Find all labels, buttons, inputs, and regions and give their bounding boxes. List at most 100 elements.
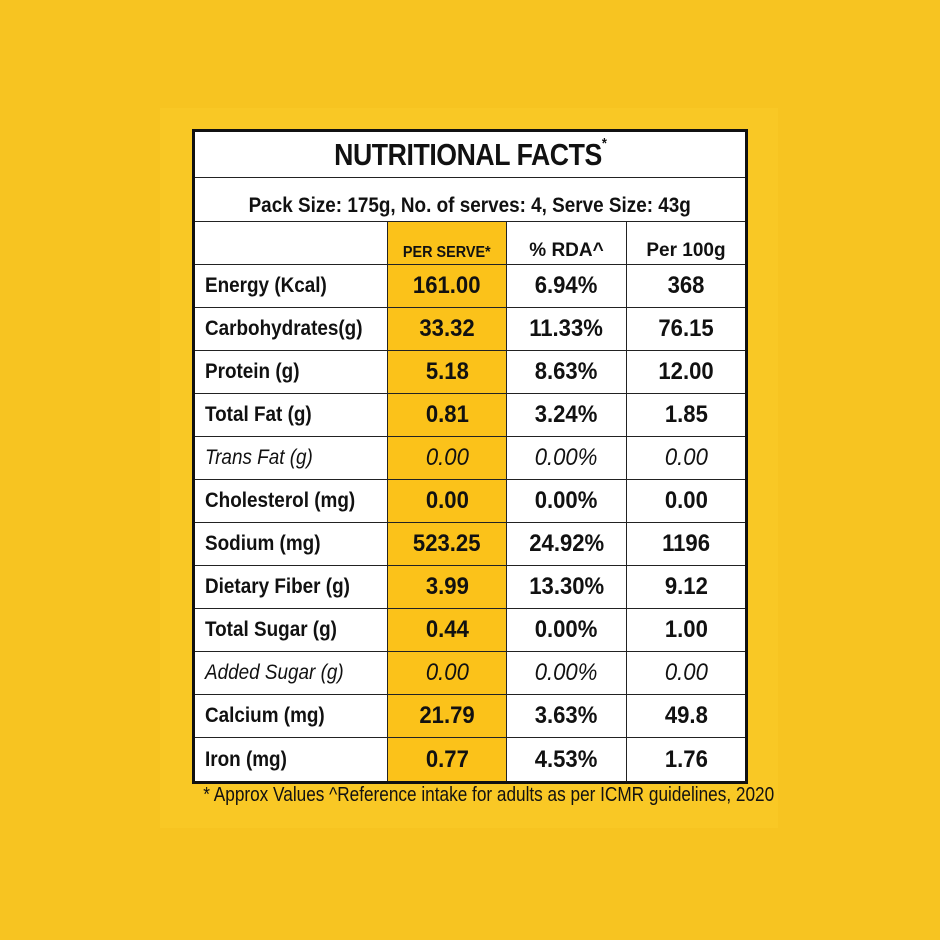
header-rda: % RDA^ — [506, 222, 626, 264]
rda-text: 6.94% — [535, 272, 598, 299]
nutrient-label-text: Protein (g) — [205, 360, 300, 383]
rda-text: 0.00% — [535, 616, 598, 643]
rda-text: 4.53% — [535, 745, 598, 773]
nutrient-label: Cholesterol (mg) — [195, 480, 387, 522]
nutrient-label-text: Added Sugar (g) — [205, 661, 344, 684]
per-100g-text: 0.00 — [664, 659, 708, 686]
nutrition-facts-table: NUTRITIONAL FACTS* Pack Size: 175g, No. … — [192, 129, 748, 784]
per-100g-value: 0.00 — [626, 437, 745, 479]
table-row: Calcium (mg) 21.79 3.63% 49.8 — [195, 695, 745, 738]
per-100g-text: 1196 — [662, 530, 710, 557]
nutrient-rows: Energy (Kcal) 161.00 6.94% 368 Carbohydrates… — [195, 265, 745, 781]
per-serve-text: 161.00 — [413, 272, 481, 299]
per-100g-text: 1.00 — [664, 616, 708, 643]
per-100g-text: 76.15 — [658, 315, 714, 342]
nutrient-label-text: Energy (Kcal) — [205, 274, 327, 297]
nutrient-label: Calcium (mg) — [195, 695, 387, 737]
table-row: Energy (Kcal) 161.00 6.94% 368 — [195, 265, 745, 308]
per-serve-value: 0.00 — [387, 480, 506, 522]
per-100g-value: 0.00 — [626, 480, 745, 522]
per-serve-value: 0.00 — [387, 437, 506, 479]
title-text: NUTRITIONAL FACTS — [333, 136, 602, 172]
per-serve-text: 0.00 — [425, 659, 469, 686]
per-serve-value: 523.25 — [387, 523, 506, 565]
title-row: NUTRITIONAL FACTS* — [195, 132, 745, 178]
nutrient-label-text: Iron (mg) — [205, 747, 287, 771]
per-serve-text: 3.99 — [425, 573, 469, 600]
nutrient-label: Trans Fat (g) — [195, 437, 387, 479]
rda-text: 0.00% — [535, 659, 598, 686]
table-row: Total Sugar (g) 0.44 0.00% 1.00 — [195, 609, 745, 652]
per-100g-text: 49.8 — [664, 702, 708, 729]
per-100g-value: 9.12 — [626, 566, 745, 608]
per-serve-value: 0.44 — [387, 609, 506, 651]
table-row: Protein (g) 5.18 8.63% 12.00 — [195, 351, 745, 394]
nutrient-label: Total Fat (g) — [195, 394, 387, 436]
nutrient-label-text: Dietary Fiber (g) — [205, 575, 350, 598]
rda-value: 0.00% — [506, 652, 626, 694]
table-row: Dietary Fiber (g) 3.99 13.30% 9.12 — [195, 566, 745, 609]
rda-value: 8.63% — [506, 351, 626, 393]
rda-value: 0.00% — [506, 480, 626, 522]
nutrient-label: Carbohydrates(g) — [195, 308, 387, 350]
per-100g-value: 1.85 — [626, 394, 745, 436]
per-100g-text: 368 — [667, 272, 705, 299]
rda-text: 11.33% — [529, 315, 604, 342]
per-serve-text: 523.25 — [413, 530, 481, 557]
table-row: Iron (mg) 0.77 4.53% 1.76 — [195, 738, 745, 781]
nutrient-label: Total Sugar (g) — [195, 609, 387, 651]
per-100g-text: 1.76 — [664, 745, 708, 773]
per-serve-value: 3.99 — [387, 566, 506, 608]
pack-info: Pack Size: 175g, No. of serves: 4, Serve… — [248, 194, 692, 217]
rda-value: 4.53% — [506, 738, 626, 781]
per-serve-text: 5.18 — [425, 358, 469, 385]
nutrient-label-text: Cholesterol (mg) — [205, 489, 356, 512]
per-serve-text: 0.00 — [425, 487, 469, 514]
per-100g-value: 0.00 — [626, 652, 745, 694]
title-asterisk: * — [601, 134, 607, 152]
per-100g-text: 12.00 — [658, 358, 714, 385]
rda-value: 24.92% — [506, 523, 626, 565]
per-serve-value: 21.79 — [387, 695, 506, 737]
per-100g-text: 9.12 — [664, 573, 708, 600]
nutrient-label: Added Sugar (g) — [195, 652, 387, 694]
rda-value: 11.33% — [506, 308, 626, 350]
per-100g-value: 1.76 — [626, 738, 745, 781]
rda-text: 3.63% — [535, 702, 598, 729]
column-header-row: PER SERVE* % RDA^ Per 100g — [195, 222, 745, 265]
nutrient-label-text: Total Fat (g) — [205, 403, 312, 426]
nutrient-label-text: Sodium (mg) — [205, 532, 321, 555]
per-serve-value: 0.00 — [387, 652, 506, 694]
per-serve-value: 0.77 — [387, 738, 506, 781]
header-per-serve: PER SERVE* — [387, 222, 506, 264]
rda-value: 6.94% — [506, 265, 626, 307]
per-serve-text: 0.00 — [425, 444, 469, 471]
rda-value: 3.24% — [506, 394, 626, 436]
table-row: Trans Fat (g) 0.00 0.00% 0.00 — [195, 437, 745, 480]
rda-text: 8.63% — [535, 358, 598, 385]
header-per-serve-text: PER SERVE* — [403, 244, 491, 261]
nutrient-label-text: Carbohydrates(g) — [205, 317, 363, 340]
footnote: * Approx Values ^Reference intake for ad… — [203, 784, 775, 806]
per-100g-value: 1.00 — [626, 609, 745, 651]
per-serve-text: 0.77 — [425, 745, 469, 773]
nutrient-label: Energy (Kcal) — [195, 265, 387, 307]
rda-value: 13.30% — [506, 566, 626, 608]
per-serve-value: 0.81 — [387, 394, 506, 436]
table-row: Added Sugar (g) 0.00 0.00% 0.00 — [195, 652, 745, 695]
per-serve-value: 161.00 — [387, 265, 506, 307]
nutrient-label: Iron (mg) — [195, 738, 387, 781]
rda-text: 13.30% — [529, 573, 604, 600]
per-100g-value: 12.00 — [626, 351, 745, 393]
rda-value: 3.63% — [506, 695, 626, 737]
rda-text: 3.24% — [535, 401, 598, 428]
nutrient-label-text: Trans Fat (g) — [205, 446, 313, 469]
rda-text: 0.00% — [535, 444, 598, 471]
per-serve-text: 33.32 — [419, 315, 475, 342]
per-100g-text: 0.00 — [664, 444, 708, 471]
nutrient-label: Sodium (mg) — [195, 523, 387, 565]
nutrient-label: Dietary Fiber (g) — [195, 566, 387, 608]
per-100g-text: 1.85 — [664, 401, 708, 428]
per-100g-text: 0.00 — [664, 487, 708, 514]
per-serve-text: 0.44 — [425, 616, 469, 643]
